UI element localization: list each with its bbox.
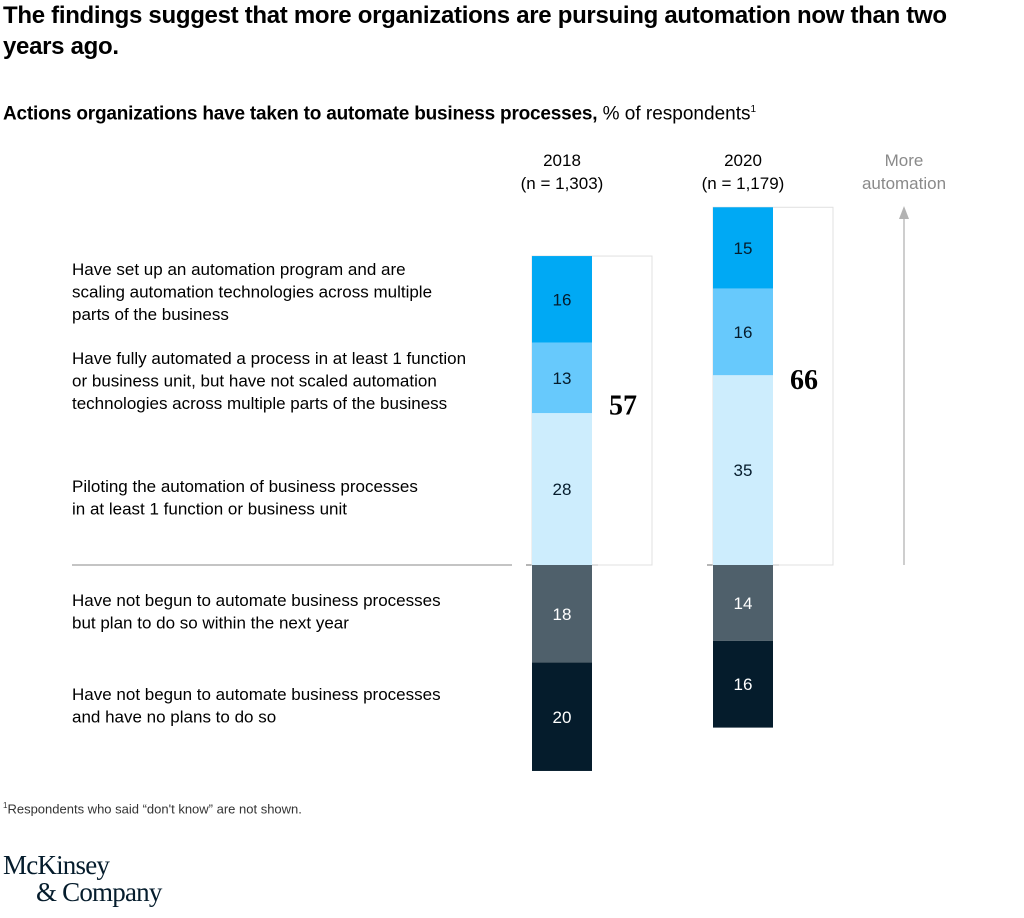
subtitle-bold: Actions organizations have taken to auto… xyxy=(3,103,598,125)
column-n-2020: (n = 1,179) xyxy=(702,174,785,193)
bar-segment-2020-s0 xyxy=(713,207,773,289)
chart-title: The findings suggest that more organizat… xyxy=(3,2,947,60)
column-year-2020: 2020 xyxy=(724,151,762,170)
bar-segment-2020-s2 xyxy=(713,375,773,565)
subtitle-footnote-marker: 1 xyxy=(750,104,757,115)
bar-segment-2018-s4 xyxy=(532,662,592,771)
bar-segment-2018-s1 xyxy=(532,342,592,414)
series-label-4-line1: and have no plans to do so xyxy=(72,708,276,727)
bar-segment-2018-s3 xyxy=(532,565,592,663)
series-label-2-line1: in at least 1 function or business unit xyxy=(72,500,347,519)
bar-value-2018-s1: 13 xyxy=(553,369,572,388)
column-n-2018: (n = 1,303) xyxy=(521,174,604,193)
series-label-2-line0: Piloting the automation of business proc… xyxy=(72,477,418,496)
footnote-text: Respondents who said “don't know” are no… xyxy=(7,801,302,817)
subtitle-unit: % of respondents xyxy=(597,103,751,125)
bar-value-2018-s4: 20 xyxy=(553,708,572,727)
total-value-2018: 57 xyxy=(609,390,637,421)
bar-value-2020-s3: 14 xyxy=(734,594,753,613)
series-label-1-line2: technologies across multiple parts of th… xyxy=(72,394,447,413)
footnote: 1Respondents who said “don't know” are n… xyxy=(3,801,302,816)
more-automation-label-line2: automation xyxy=(862,174,946,193)
logo-line-1: McKinsey xyxy=(3,850,110,880)
bar-value-2020-s0: 15 xyxy=(734,239,753,258)
series-label-0-line1: scaling automation technologies across m… xyxy=(72,283,432,302)
bar-segment-2018-s2 xyxy=(532,413,592,565)
bar-value-2020-s1: 16 xyxy=(734,323,753,342)
bar-value-2018-s0: 16 xyxy=(553,290,572,309)
series-label-0-line2: parts of the business xyxy=(72,305,229,324)
bar-segment-2020-s1 xyxy=(713,288,773,376)
logo-line-2: & Company xyxy=(36,877,162,907)
series-label-0-line0: Have set up an automation program and ar… xyxy=(72,260,406,279)
series-label-3-line0: Have not begun to automate business proc… xyxy=(72,591,441,610)
chart-subtitle: Actions organizations have taken to auto… xyxy=(3,98,756,126)
total-value-2020: 66 xyxy=(790,365,818,396)
series-label-1-line1: or business unit, but have not scaled au… xyxy=(72,372,437,391)
stacked-bar-chart: 2018(n = 1,303)2020(n = 1,179)Moreautoma… xyxy=(72,151,946,771)
bar-segment-2020-s3 xyxy=(713,565,773,641)
bar-value-2018-s3: 18 xyxy=(553,605,572,624)
series-label-4-line0: Have not begun to automate business proc… xyxy=(72,685,441,704)
mckinsey-logo: McKinsey & Company xyxy=(3,852,162,906)
more-automation-arrow-head-icon xyxy=(899,206,909,219)
footnote-marker: 1 xyxy=(3,801,8,810)
bar-value-2018-s2: 28 xyxy=(553,480,572,499)
bar-value-2020-s4: 16 xyxy=(734,675,753,694)
column-year-2018: 2018 xyxy=(543,151,581,170)
series-label-1-line0: Have fully automated a process in at lea… xyxy=(72,349,466,368)
series-label-3-line1: but plan to do so within the next year xyxy=(72,614,349,633)
bar-value-2020-s2: 35 xyxy=(734,461,753,480)
bar-segment-2018-s0 xyxy=(532,256,592,343)
more-automation-label-line1: More xyxy=(885,151,924,170)
bar-segment-2020-s4 xyxy=(713,640,773,728)
